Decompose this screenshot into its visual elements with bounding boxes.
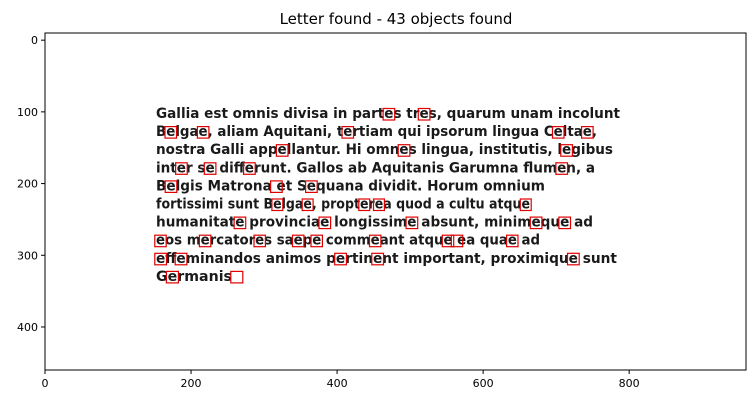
detection-box	[164, 125, 178, 139]
document-line: Gallia est omnis divisa in partes tres, …	[156, 106, 620, 122]
x-tick-label: 800	[619, 377, 640, 390]
detection-box	[334, 252, 348, 266]
figure-title: Letter found - 43 objects found	[280, 10, 513, 28]
document-line: nostra Galli appellantur. Hi omnes lingu…	[156, 142, 613, 158]
detection-boxes	[154, 107, 594, 284]
detection-box	[310, 234, 323, 248]
detection-box	[506, 234, 519, 248]
y-axis: 0 100 200 300 400	[17, 34, 45, 334]
detection-box	[154, 234, 167, 248]
detection-box	[358, 198, 371, 212]
x-tick-label: 600	[473, 377, 494, 390]
detection-box	[174, 252, 188, 266]
detection-box	[566, 252, 580, 266]
detection-box	[271, 198, 284, 212]
document-line: Belgis Matrona et Sequana dividit. Horum…	[156, 178, 545, 194]
detection-box	[196, 125, 210, 139]
document-line: humanitate provinciae longissime absunt,…	[156, 215, 593, 231]
detection-box	[372, 198, 385, 212]
detection-box	[275, 144, 289, 157]
detection-box	[405, 216, 419, 230]
detection-box	[551, 125, 565, 139]
detection-box	[519, 198, 532, 212]
detection-box	[154, 252, 168, 266]
detection-box	[560, 144, 573, 157]
x-tick-label: 400	[327, 377, 348, 390]
detection-box	[175, 162, 188, 175]
y-tick-label: 0	[31, 34, 38, 47]
detection-box	[382, 107, 396, 121]
x-axis: 0 200 400 600 800	[42, 370, 640, 390]
document-line: inter se differunt. Gallos ab Aquitanis …	[156, 160, 595, 176]
document-text: Gallia est omnis divisa in partes tres, …	[156, 106, 620, 285]
document-line: Belgae, aliam Aquitani, tertiam qui ipso…	[156, 124, 597, 140]
document-line: Germanis	[156, 269, 232, 285]
x-tick-label: 0	[42, 377, 49, 390]
detection-box	[291, 234, 305, 248]
detection-box	[341, 125, 355, 139]
detection-box	[270, 180, 283, 193]
detection-box	[450, 234, 464, 248]
detection-box	[441, 234, 455, 248]
y-tick-label: 100	[17, 106, 38, 119]
x-tick-label: 200	[181, 377, 202, 390]
detection-box	[397, 144, 411, 157]
detection-box	[203, 162, 217, 175]
plot-area	[44, 32, 747, 371]
detection-box	[555, 162, 569, 175]
y-tick-label: 400	[17, 321, 38, 334]
document-line: effeminandos animos pertinent important,…	[156, 251, 617, 267]
detection-box	[318, 216, 332, 230]
detection-box	[243, 162, 256, 175]
detection-box	[253, 234, 266, 248]
detection-box	[301, 198, 314, 212]
detection-box	[305, 180, 318, 193]
detection-box	[198, 234, 212, 248]
document-line: fortissimi sunt Belgae, propterea quod a…	[156, 197, 530, 213]
detection-box	[417, 107, 431, 121]
detection-box	[165, 270, 179, 284]
detection-box	[230, 270, 244, 284]
document-line: eos mercatores saepe commeant atque ea q…	[156, 233, 540, 249]
y-tick-label: 300	[17, 249, 38, 262]
detection-box	[558, 216, 572, 230]
detection-box	[233, 216, 247, 230]
detection-box	[368, 234, 382, 248]
detection-box	[371, 252, 385, 266]
detection-box	[580, 125, 594, 139]
detection-box	[164, 180, 178, 193]
y-tick-label: 200	[17, 178, 38, 191]
detection-box	[529, 216, 543, 230]
